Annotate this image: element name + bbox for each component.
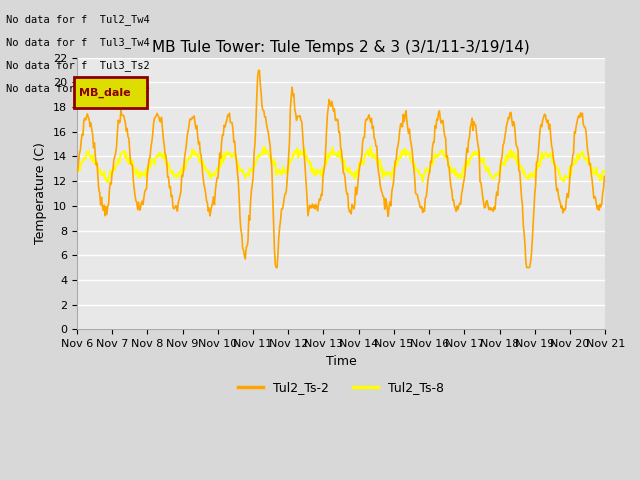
Title: MB Tule Tower: Tule Temps 2 & 3 (3/1/11-3/19/14): MB Tule Tower: Tule Temps 2 & 3 (3/1/11-…: [152, 40, 530, 55]
Text: No data for f  Tul2_Tw4: No data for f Tul2_Tw4: [6, 14, 150, 25]
Text: No data for f  LMB_dale: No data for f LMB_dale: [6, 84, 150, 95]
Text: MB_dale: MB_dale: [79, 87, 131, 97]
X-axis label: Time: Time: [326, 355, 356, 368]
Legend: Tul2_Ts-2, Tul2_Ts-8: Tul2_Ts-2, Tul2_Ts-8: [232, 376, 449, 399]
Text: No data for f  Tul3_Ts2: No data for f Tul3_Ts2: [6, 60, 150, 72]
Y-axis label: Temperature (C): Temperature (C): [35, 143, 47, 244]
Text: No data for f  Tul3_Tw4: No data for f Tul3_Tw4: [6, 37, 150, 48]
